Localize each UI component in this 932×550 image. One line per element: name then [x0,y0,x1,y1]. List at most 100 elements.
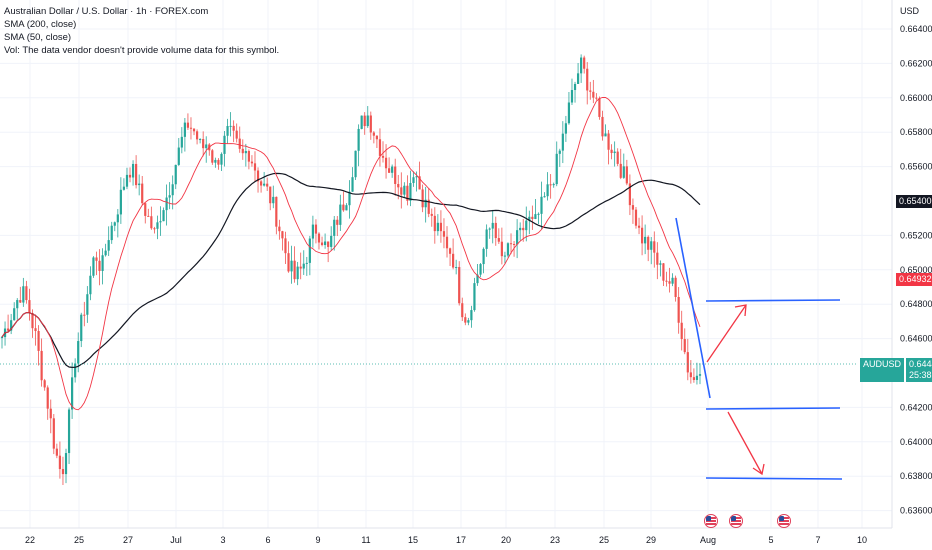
candle-body [680,322,683,340]
candle-body [482,248,485,265]
candle-body [363,115,366,127]
candle-body [506,243,510,256]
candle-body [689,372,692,378]
x-tick-label: Aug [700,535,716,545]
candle-body [583,57,586,69]
candle-body [253,163,257,171]
candle-body [433,215,436,232]
candle-body [83,314,86,316]
candle-body [625,166,628,184]
candle-body [570,90,574,103]
candle-body [650,241,653,250]
candle-body [235,130,238,139]
candle-body [250,161,254,164]
candle-body [488,228,491,230]
bar-countdown: 25:38 [909,370,932,380]
candle-body [119,189,122,215]
x-tick-label: Jul [170,535,182,545]
candle-body [686,352,689,373]
candle-body [424,199,427,208]
candle-body [525,220,528,231]
candle-body [580,57,583,74]
candle-body [174,164,177,185]
y-axis[interactable]: 0.66400 0.66200 0.66000 0.65800 0.65600 0.652… [900,24,932,516]
candle-body [165,197,168,211]
y-tick-label: 0.65000 [900,265,932,275]
candle-body [564,123,567,134]
candle-body [156,222,159,229]
candle-body [147,215,150,217]
candle-body [528,216,531,221]
x-tick-label: 7 [815,535,820,545]
candle-body [40,350,43,381]
candle-body [558,150,561,154]
y-tick-label: 0.66400 [900,24,932,34]
y-tick-label: 0.65200 [900,230,932,240]
candle-body [668,281,671,284]
y-tick-label: 0.64000 [900,437,932,447]
x-tick-label: 27 [123,535,133,545]
sma200-legend[interactable]: SMA (200, close) [4,19,77,30]
candle-body [49,408,52,419]
sma200-price-tag: 0.65400 [896,195,932,208]
candle-body [573,83,577,91]
candle-body [342,204,345,211]
candle-body [534,214,537,219]
candle-body [595,97,598,99]
candle-body [232,125,235,131]
candle-body [540,196,543,214]
drawings[interactable] [675,217,843,480]
candle-body [113,222,116,226]
candle-body [144,203,147,216]
candle-body [141,183,144,204]
candle-body [272,196,275,204]
x-tick-label: 5 [768,535,773,545]
candle-body [381,155,385,158]
us-flag-icon[interactable] [777,514,791,528]
candle-body [266,183,269,187]
sma50-legend[interactable]: SMA (50, close) [4,32,72,43]
x-tick-label: 11 [361,535,370,545]
x-axis[interactable]: 22 25 27 Jul 3 6 9 11 15 17 20 23 25 29 Aug 5 7 10 [25,535,867,545]
candle-body [500,241,503,257]
candle-body [339,204,342,225]
candle-body [67,409,71,454]
candle-body [357,128,360,151]
candle-body [394,166,397,184]
candle-body [238,138,241,149]
candle-body [491,222,494,229]
candle-body [531,216,534,219]
y-tick-label: 0.66000 [900,93,932,103]
candle-body [427,199,430,214]
candle-body [604,133,607,137]
candle-body [485,229,488,249]
candle-body [628,183,631,206]
candle-body [445,236,449,249]
candle-body [6,328,10,331]
candle-body [323,241,327,246]
candle-body [34,328,37,332]
candle-body [183,122,186,137]
us-flag-icon[interactable] [704,514,718,528]
x-tick-label: 6 [265,535,270,545]
candle-body [695,375,699,380]
symbol-title[interactable]: Australian Dollar / U.S. Dollar · 1h · F… [4,6,209,17]
candle-body [369,115,372,133]
candle-body [613,151,616,154]
candle-body [131,163,135,178]
candle-body [61,469,65,475]
candle-body [634,209,638,226]
candle-body [0,337,4,339]
candle-body [104,250,107,256]
candle-body [476,274,479,284]
candle-body [576,73,580,84]
candle-body [150,216,153,229]
candle-body [616,151,619,164]
us-flag-icon[interactable] [729,514,743,528]
candle-body [644,236,647,244]
candle-body [259,181,263,186]
x-tick-label: 15 [408,535,418,545]
candle-body [397,183,400,188]
candle-body [153,228,156,230]
